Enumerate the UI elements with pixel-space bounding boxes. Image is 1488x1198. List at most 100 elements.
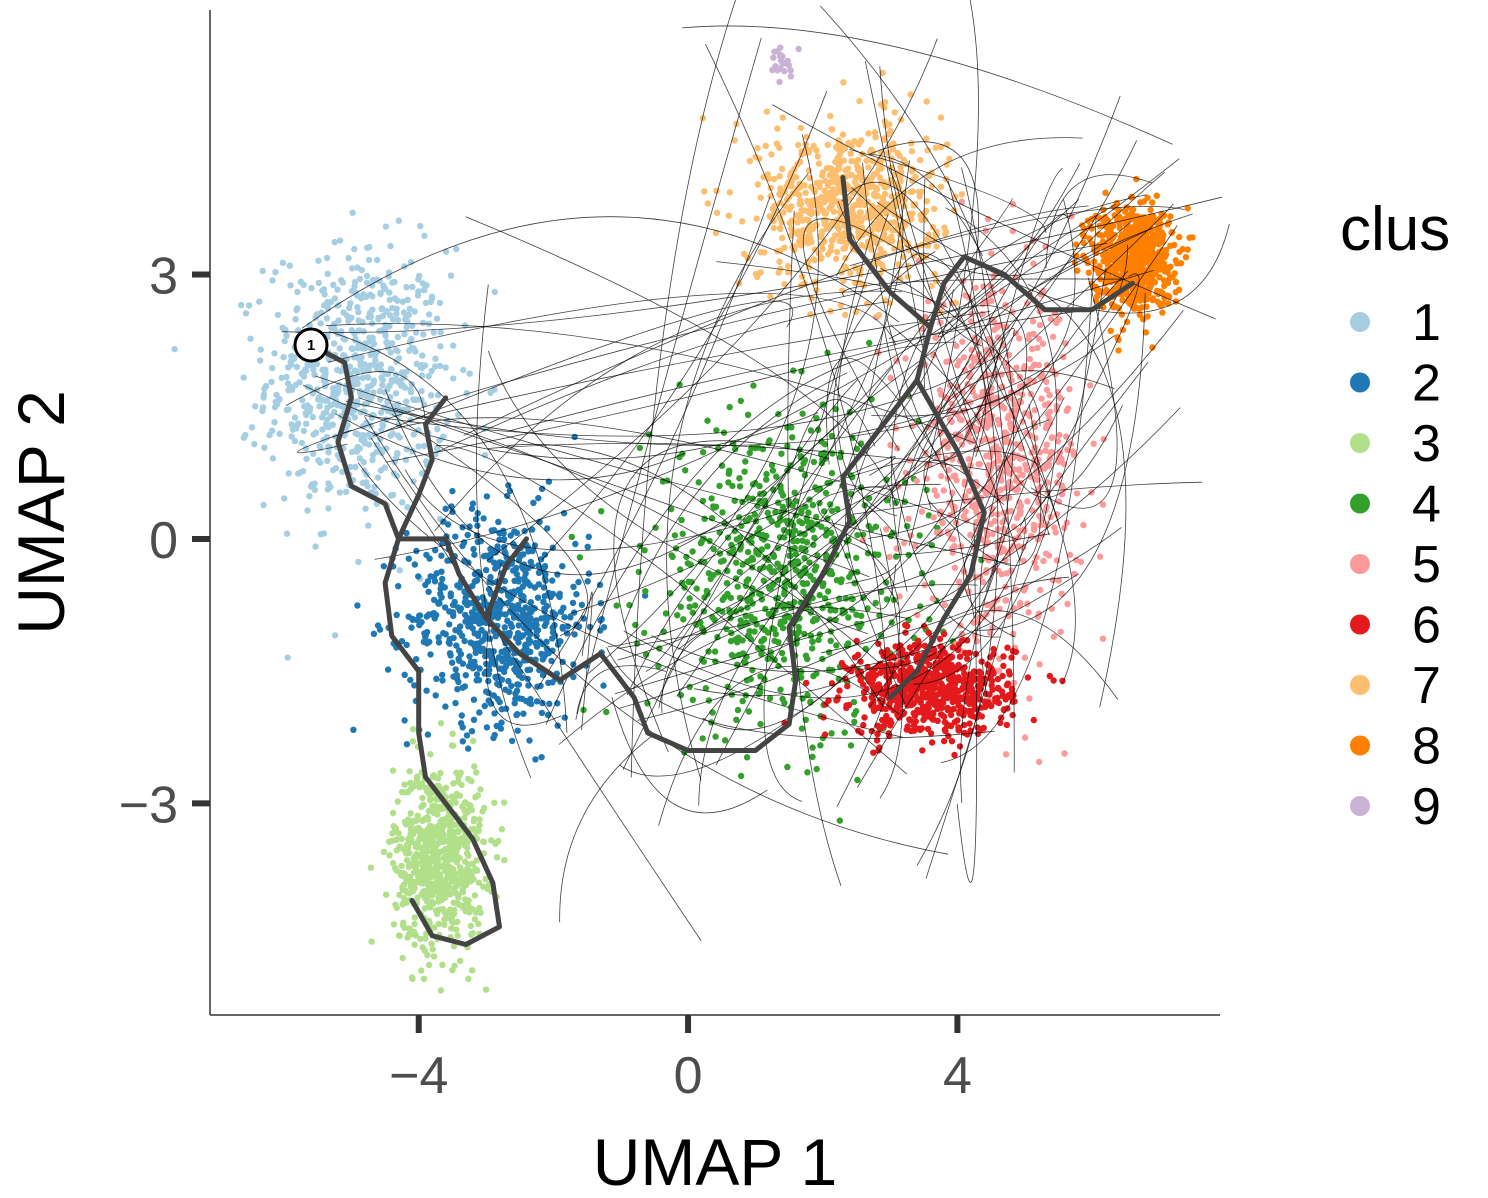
cell-point bbox=[500, 536, 508, 543]
cell-point bbox=[329, 421, 336, 428]
cell-point bbox=[369, 456, 376, 464]
cell-point bbox=[398, 862, 405, 870]
cell-point bbox=[410, 817, 417, 825]
cell-point bbox=[733, 559, 740, 566]
cell-point bbox=[858, 612, 865, 619]
cell-point bbox=[416, 834, 423, 842]
cell-point bbox=[455, 411, 462, 419]
cell-point bbox=[462, 611, 469, 619]
cell-point bbox=[395, 355, 403, 362]
cell-point bbox=[545, 679, 552, 686]
cell-point bbox=[493, 854, 501, 861]
cell-point bbox=[491, 799, 498, 806]
cell-point bbox=[735, 634, 742, 641]
cell-point bbox=[325, 480, 332, 487]
cell-point bbox=[354, 431, 362, 438]
cell-point bbox=[389, 809, 397, 817]
cell-point bbox=[469, 737, 477, 745]
cell-point bbox=[331, 295, 339, 302]
cell-point bbox=[476, 709, 483, 716]
cell-point bbox=[1064, 600, 1071, 608]
cell-point bbox=[732, 445, 739, 453]
cell-point bbox=[857, 658, 864, 665]
cell-point bbox=[459, 684, 466, 691]
cell-point bbox=[826, 171, 833, 179]
cell-point bbox=[845, 701, 853, 709]
cell-point bbox=[515, 575, 522, 583]
cell-point bbox=[1064, 405, 1072, 412]
cell-point bbox=[312, 543, 319, 550]
cell-point bbox=[315, 396, 322, 403]
cell-point bbox=[575, 578, 582, 586]
cell-point bbox=[419, 794, 426, 802]
cell-point bbox=[807, 202, 814, 210]
cell-point bbox=[414, 396, 421, 403]
cell-point bbox=[892, 553, 900, 560]
cell-point bbox=[951, 751, 958, 759]
cell-point bbox=[348, 345, 355, 352]
cell-point bbox=[866, 677, 873, 685]
cell-point bbox=[756, 565, 764, 572]
cell-point bbox=[425, 829, 432, 837]
cell-point bbox=[393, 904, 400, 912]
cell-point bbox=[559, 563, 566, 570]
cell-point bbox=[303, 455, 310, 462]
cell-point bbox=[379, 312, 387, 320]
cell-point bbox=[425, 892, 432, 899]
cell-point bbox=[469, 500, 477, 507]
cell-point bbox=[829, 236, 837, 243]
cell-point bbox=[293, 423, 300, 430]
cell-point bbox=[482, 566, 490, 574]
cell-point bbox=[457, 623, 464, 630]
cell-point bbox=[501, 857, 508, 864]
cell-point bbox=[699, 449, 707, 456]
cell-point bbox=[813, 209, 821, 217]
cell-point bbox=[816, 591, 823, 599]
cell-point bbox=[949, 698, 956, 706]
cell-point bbox=[351, 245, 358, 253]
cell-point bbox=[323, 416, 331, 423]
cell-point bbox=[473, 857, 480, 864]
cell-point bbox=[855, 141, 862, 148]
cell-point bbox=[355, 327, 362, 334]
cell-point bbox=[405, 863, 412, 871]
cell-point bbox=[885, 224, 892, 231]
cell-point bbox=[822, 177, 829, 185]
cell-point bbox=[334, 386, 342, 394]
cell-point bbox=[380, 848, 388, 856]
cell-point bbox=[969, 388, 976, 395]
cell-point bbox=[538, 650, 545, 658]
cell-point bbox=[844, 165, 852, 172]
cell-point bbox=[718, 462, 726, 469]
cell-point bbox=[739, 697, 746, 705]
cell-point bbox=[689, 548, 696, 555]
cell-point bbox=[872, 134, 879, 141]
cell-point bbox=[934, 705, 941, 712]
cell-point bbox=[352, 380, 359, 388]
cell-point bbox=[276, 430, 283, 437]
cell-point bbox=[471, 916, 479, 923]
cell-point bbox=[370, 340, 378, 348]
cell-point bbox=[387, 432, 394, 439]
cell-point bbox=[798, 545, 805, 552]
cell-point bbox=[411, 941, 418, 948]
cell-point bbox=[600, 624, 608, 631]
cell-point bbox=[260, 394, 267, 401]
cell-point bbox=[762, 605, 769, 613]
cell-point bbox=[791, 527, 799, 534]
cell-point bbox=[549, 609, 556, 616]
cell-point bbox=[541, 551, 549, 558]
cell-point bbox=[370, 389, 377, 396]
cell-point bbox=[520, 565, 527, 572]
cell-point bbox=[504, 617, 511, 624]
cell-point bbox=[283, 332, 290, 339]
cell-point bbox=[363, 279, 371, 286]
cell-point bbox=[407, 785, 415, 793]
cell-point bbox=[427, 651, 434, 658]
cell-point bbox=[381, 464, 388, 471]
cell-point bbox=[904, 273, 912, 280]
cell-point bbox=[411, 308, 418, 315]
cell-point bbox=[836, 817, 843, 824]
cell-point bbox=[453, 852, 460, 859]
cell-point bbox=[838, 659, 846, 667]
